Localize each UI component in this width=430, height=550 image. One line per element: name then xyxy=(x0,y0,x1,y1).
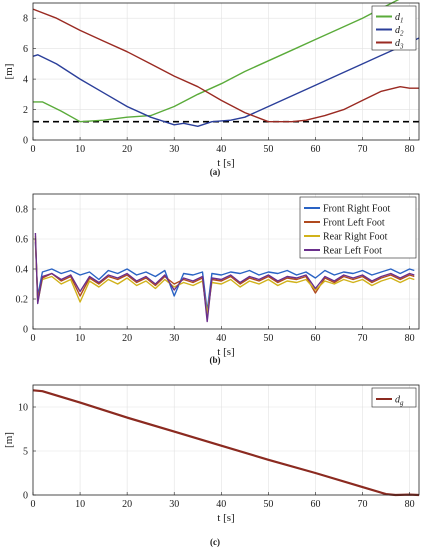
x-tick-label: 0 xyxy=(31,333,36,344)
x-tick-label: 10 xyxy=(75,144,85,155)
x-tick-label: 0 xyxy=(31,144,36,155)
legend-box xyxy=(371,387,417,408)
y-tick-label: 0.2 xyxy=(16,295,29,306)
y-tick-label: 0.6 xyxy=(16,235,29,246)
plot-area xyxy=(33,385,419,495)
caption-a: (a) xyxy=(210,167,221,177)
series-line-3 xyxy=(32,8,419,123)
x-tick-label: 60 xyxy=(310,144,320,155)
y-tick-label: 10 xyxy=(18,403,28,414)
axes-frame xyxy=(32,193,420,330)
y-tick-label: 2 xyxy=(23,105,28,116)
plot-area xyxy=(33,3,419,140)
legend-label: d3 xyxy=(395,38,404,51)
caption-b: (b) xyxy=(210,355,221,365)
x-tick-label: 80 xyxy=(405,499,415,510)
series-line-1 xyxy=(33,0,400,123)
series-line-2 xyxy=(32,37,420,128)
y-tick-label: 0 xyxy=(23,491,28,502)
legend: dg xyxy=(371,387,417,408)
y-tick-label: 0 xyxy=(23,136,28,147)
x-tick-label: 50 xyxy=(263,144,273,155)
legend-label: Front Left Foot xyxy=(323,218,385,229)
x-axis-label: t [s] xyxy=(217,512,234,524)
x-tick-label: 20 xyxy=(122,499,132,510)
y-axis-label: [m] xyxy=(3,64,15,80)
x-axis-label: t [s] xyxy=(217,157,234,169)
x-tick-label: 20 xyxy=(122,333,132,344)
x-tick-label: 30 xyxy=(169,499,179,510)
y-tick-label: 0.8 xyxy=(16,205,29,216)
panel-c: 0 10 20 30 40 50 60 70 80 0 5 10 t [s] [m] dg xyxy=(3,384,420,524)
y-tick-label: 8 xyxy=(23,14,28,25)
y-tick-label: 6 xyxy=(23,44,28,55)
x-tick-label: 80 xyxy=(405,333,415,344)
x-tick-label: 40 xyxy=(216,499,226,510)
axes-frame xyxy=(32,2,420,141)
caption-c: (c) xyxy=(210,537,220,547)
x-tick-label: 70 xyxy=(358,333,368,344)
axes-frame xyxy=(32,384,420,496)
legend: Front Right Foot Front Left Foot Rear Righ… xyxy=(299,196,417,259)
y-tick-label: 0 xyxy=(23,325,28,336)
x-tick-label: 10 xyxy=(75,333,85,344)
series-line-s2 xyxy=(34,235,415,315)
legend-label: Rear Right Foot xyxy=(323,232,388,243)
x-tick-label: 50 xyxy=(263,333,273,344)
legend-label: Rear Left Foot xyxy=(323,246,382,257)
panel-b: 0 10 20 30 40 50 60 70 80 0 0.2 0.4 0.6 0.8 t [s] Front… xyxy=(16,193,420,358)
x-tick-label: 60 xyxy=(310,499,320,510)
series-line-s0 xyxy=(34,241,415,312)
x-tick-label: 60 xyxy=(310,333,320,344)
legend-label: d1 xyxy=(395,12,404,25)
series-line-s3 xyxy=(34,232,415,323)
legend-label: dg xyxy=(395,395,404,408)
y-tick-label: 0.4 xyxy=(16,265,29,276)
x-tick-label: 10 xyxy=(75,499,85,510)
series-line-s1 xyxy=(34,238,415,318)
y-tick-label: 5 xyxy=(23,447,28,458)
x-tick-label: 70 xyxy=(358,144,368,155)
legend-label: d2 xyxy=(395,25,404,38)
x-tick-label: 30 xyxy=(169,144,179,155)
y-tick-label: 4 xyxy=(23,75,28,86)
x-tick-label: 40 xyxy=(216,333,226,344)
x-tick-label: 80 xyxy=(405,144,415,155)
x-tick-label: 50 xyxy=(263,499,273,510)
x-tick-label: 30 xyxy=(169,333,179,344)
legend-label: Front Right Foot xyxy=(323,204,390,215)
x-axis-label: t [s] xyxy=(217,346,234,358)
x-tick-label: 70 xyxy=(358,499,368,510)
x-tick-label: 0 xyxy=(31,499,36,510)
y-axis-label: [m] xyxy=(3,432,15,448)
x-tick-label: 20 xyxy=(122,144,132,155)
x-tick-label: 40 xyxy=(216,144,226,155)
